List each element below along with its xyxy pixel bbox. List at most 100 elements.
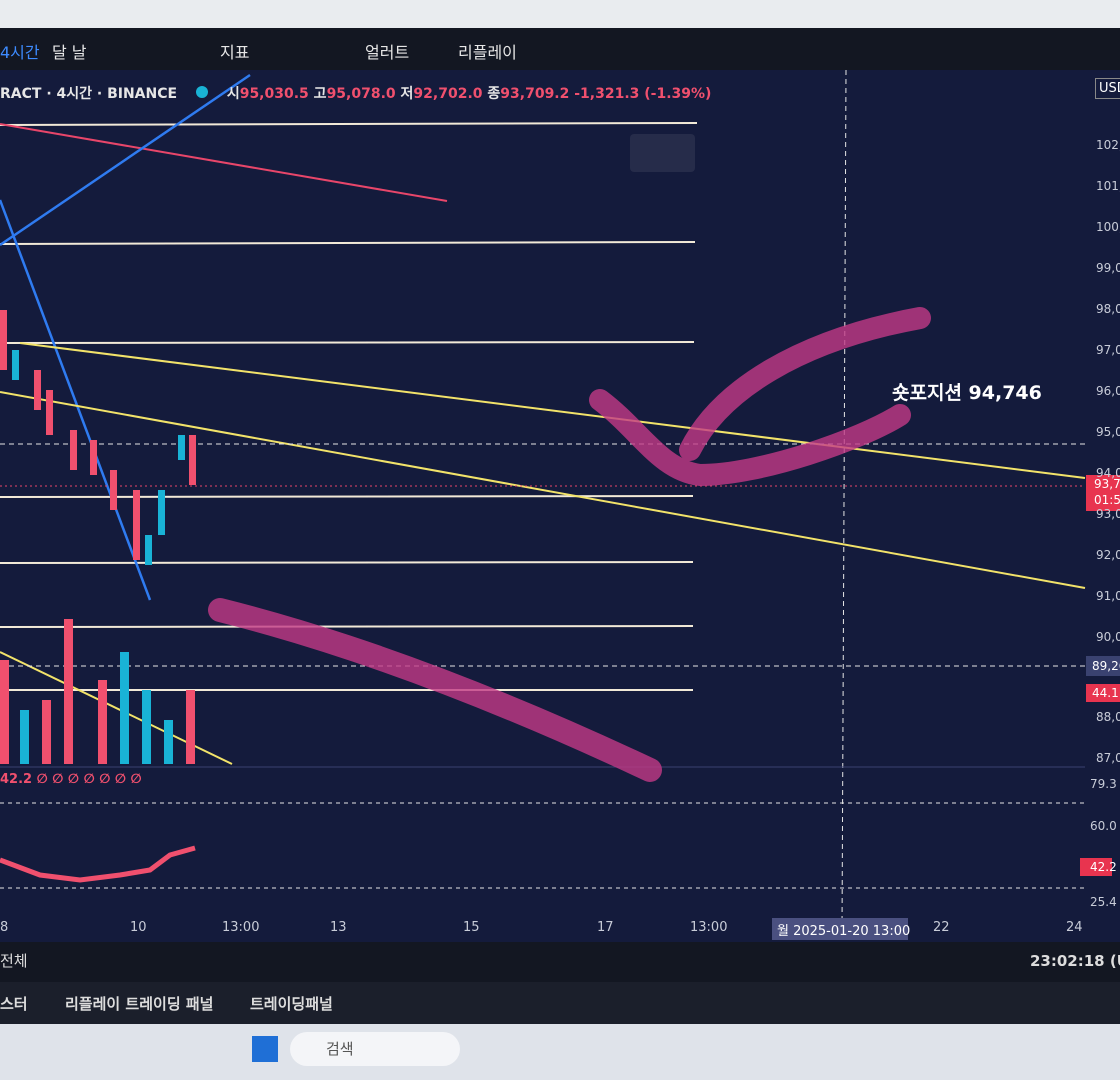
candle — [34, 370, 41, 410]
drawing-tool-button[interactable] — [630, 134, 695, 172]
crosshair-price: 89,26 — [1092, 659, 1120, 673]
rsi-label: 42.2 — [1090, 860, 1117, 874]
close: 93,709.2 — [500, 86, 570, 102]
price-label: 94,0 — [1096, 466, 1120, 480]
price-label: 96,0 — [1096, 384, 1120, 398]
rsi-line — [0, 845, 196, 883]
crosshair-v — [841, 70, 847, 931]
volume-bar — [0, 660, 9, 764]
volume-bar — [186, 690, 195, 764]
yellow-trendline — [0, 651, 233, 765]
price-label: 90,0 — [1096, 630, 1120, 644]
search-box[interactable]: 검색 — [290, 1032, 460, 1066]
yellow-trendline — [19, 342, 1086, 479]
start-button[interactable] — [252, 1036, 278, 1062]
toolbar-item[interactable]: 리플레이 — [458, 43, 517, 62]
time-label: 13:00 — [690, 920, 728, 935]
volume-tag-text: 44.1 — [1092, 686, 1119, 700]
candle — [70, 430, 77, 470]
toolbar-item[interactable]: 달 날 — [52, 43, 87, 62]
candles — [0, 310, 196, 565]
time-label: 13 — [330, 920, 347, 935]
price-label: 100, — [1096, 220, 1120, 234]
volume-bar — [42, 700, 51, 764]
h-line — [0, 341, 695, 344]
toolbar-item[interactable]: 4시간 — [0, 43, 40, 62]
price-label: 97,0 — [1096, 343, 1120, 357]
candle — [145, 535, 152, 565]
rsi-label: 25.4 — [1090, 895, 1117, 909]
volume-bar — [64, 619, 73, 764]
tab[interactable]: 스터 — [0, 995, 28, 1013]
h-line — [0, 241, 696, 245]
price-label: 102, — [1096, 138, 1120, 152]
rsi-legend: 42.2 ∅ ∅ ∅ ∅ ∅ ∅ ∅ — [0, 772, 142, 787]
price-label: 93,0 — [1096, 507, 1120, 521]
open-label: 시 — [226, 86, 240, 102]
price-label: 101, — [1096, 179, 1120, 193]
high: 95,078.0 — [326, 86, 396, 102]
price-label: 88,0 — [1096, 710, 1120, 724]
currency[interactable]: USD — [1095, 78, 1120, 99]
price-label: 91,0 — [1096, 589, 1120, 603]
crosshair-time: 월 2025-01-20 13:00 — [777, 924, 911, 939]
time-label: 13:00 — [222, 920, 260, 935]
candle — [133, 490, 140, 560]
chart-panel: RACT · 4시간 · BINANCE 시95,030.5 고95,078.0… — [0, 70, 1120, 942]
price-label: 98,0 — [1096, 302, 1120, 316]
volume-bar — [120, 652, 129, 764]
countdown: 01:5 — [1094, 493, 1120, 507]
rsi-label: 79.3 — [1090, 777, 1117, 791]
candle — [12, 350, 19, 380]
clock: 23:02:18 (UTC — [1030, 952, 1120, 970]
volume-bar — [20, 710, 29, 764]
price-tag — [1086, 475, 1120, 511]
volume-bar — [98, 680, 107, 764]
bottom-tabs: 스터 리플레이 트레이딩 패널 트레이딩패널 — [0, 982, 1120, 1024]
time-label: 17 — [597, 920, 614, 935]
low-label: 저 — [400, 86, 414, 102]
candle — [189, 435, 196, 485]
h-line — [0, 625, 694, 628]
red-trendline — [0, 123, 448, 202]
taskbar: 검색 — [0, 1024, 1120, 1080]
range-all[interactable]: 전체 — [0, 952, 28, 970]
h-line — [0, 561, 694, 564]
toolbar: 4시간 달 날 지표 얼러트 리플레이 — [0, 28, 1120, 70]
toolbar-item[interactable]: 지표 — [220, 43, 250, 62]
yellow-trendline — [0, 391, 1086, 589]
time-label: 8 — [0, 920, 9, 935]
candle — [110, 470, 117, 510]
crosshair-time-box — [772, 918, 908, 940]
price-label: 92,0 — [1096, 548, 1120, 562]
hand-drawing — [589, 307, 931, 487]
open: 95,030.5 — [239, 86, 309, 102]
h-line — [0, 495, 694, 498]
annotation: 숏포지션 94,746 — [892, 382, 1042, 404]
time-label: 15 — [463, 920, 480, 935]
low: 92,702.0 — [413, 86, 483, 102]
candle — [90, 440, 97, 475]
rsi-tag — [1080, 858, 1112, 876]
toolbar-item[interactable]: 얼러트 — [365, 43, 410, 62]
status-bar: 전체 23:02:18 (UTC — [0, 942, 1120, 982]
current-price: 93,7 — [1094, 477, 1120, 491]
price-label: 95,0 — [1096, 425, 1120, 439]
volume-bar — [164, 720, 173, 764]
blue-trendline — [0, 73, 251, 247]
time-label: 10 — [130, 920, 147, 935]
h-line — [0, 122, 698, 126]
symbol: RACT · 4시간 · BINANCE — [0, 86, 178, 102]
symbol-legend: RACT · 4시간 · BINANCE 시95,030.5 고95,078.0… — [0, 83, 711, 103]
hand-drawing — [208, 598, 662, 782]
tab[interactable]: 리플레이 트레이딩 패널 — [65, 995, 214, 1013]
price-label: 99,0 — [1096, 261, 1120, 275]
candle — [46, 390, 53, 435]
candle — [178, 435, 185, 460]
change: -1,321.3 (-1.39%) — [574, 86, 712, 102]
tab[interactable]: 트레이딩패널 — [250, 995, 333, 1013]
volume-bar — [142, 690, 151, 764]
status-dot — [195, 86, 208, 98]
time-label: 22 — [933, 920, 950, 935]
